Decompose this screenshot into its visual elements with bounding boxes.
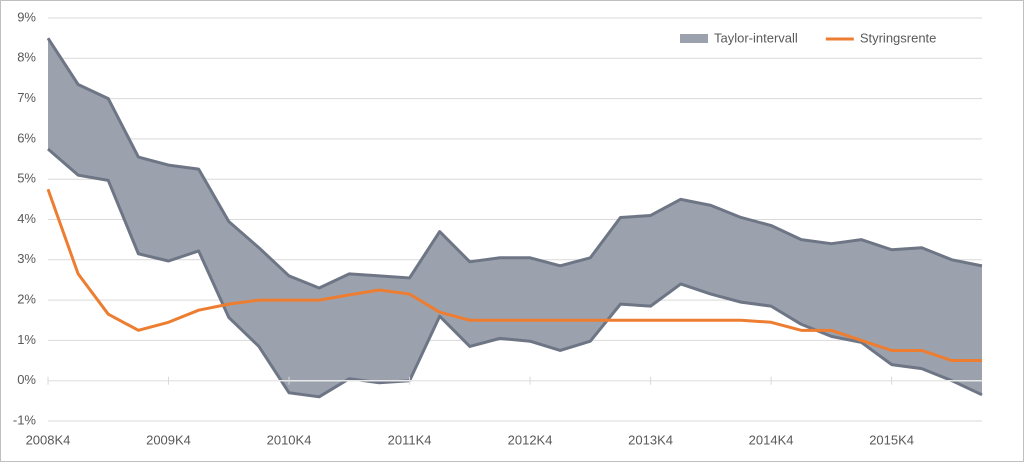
x-tick-label: 2013K4	[628, 432, 673, 447]
y-tick-label: 4%	[17, 211, 36, 226]
legend-label: Taylor-intervall	[714, 30, 798, 45]
band-area	[48, 38, 982, 397]
x-tick-label: 2012K4	[508, 432, 553, 447]
y-tick-label: 6%	[17, 130, 36, 145]
x-tick-label: 2011K4	[388, 432, 432, 447]
x-tick-label: 2015K4	[869, 432, 914, 447]
y-tick-label: 7%	[17, 90, 36, 105]
y-tick-label: 9%	[17, 9, 36, 24]
band-edge	[46, 37, 983, 290]
y-tick-label: 8%	[17, 50, 36, 65]
line	[46, 188, 982, 363]
x-tick-label: 2009K4	[146, 432, 191, 447]
x-tick-label: 2008K4	[26, 432, 71, 447]
x-tick-label: 2010K4	[267, 432, 312, 447]
y-tick-label: 2%	[17, 292, 36, 307]
y-tick-label: -1%	[13, 412, 37, 427]
y-tick-label: 3%	[17, 251, 36, 266]
legend-swatch	[680, 34, 708, 43]
band-edge	[47, 147, 983, 399]
x-tick-label: 2014K4	[749, 432, 794, 447]
legend-label: Styringsrente	[860, 30, 937, 45]
y-tick-label: 0%	[17, 372, 36, 387]
y-tick-label: 5%	[17, 171, 36, 186]
y-tick-label: 1%	[17, 332, 36, 347]
